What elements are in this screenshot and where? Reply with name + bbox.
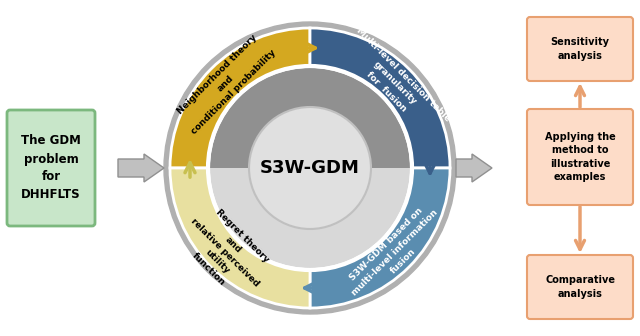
Text: Applying the
method to
illustrative
examples: Applying the method to illustrative exam… bbox=[545, 132, 616, 182]
FancyBboxPatch shape bbox=[527, 17, 633, 81]
Circle shape bbox=[164, 22, 456, 314]
Text: Sensitivity
analysis: Sensitivity analysis bbox=[550, 37, 609, 60]
FancyArrow shape bbox=[118, 154, 164, 182]
FancyBboxPatch shape bbox=[527, 109, 633, 205]
Text: Multi-level decision table
granularity
for  fusion: Multi-level decision table granularity f… bbox=[338, 26, 452, 140]
Text: S3W-GDM: S3W-GDM bbox=[260, 159, 360, 177]
Circle shape bbox=[250, 108, 370, 228]
Wedge shape bbox=[310, 168, 450, 308]
Wedge shape bbox=[260, 118, 360, 168]
Text: The GDM
problem
for
DHHFLTS: The GDM problem for DHHFLTS bbox=[21, 134, 81, 202]
Wedge shape bbox=[170, 28, 310, 168]
Text: Regret theory
and
relative perceived
utility
function: Regret theory and relative perceived uti… bbox=[173, 200, 278, 305]
Text: S3W-GDM based on
multi-level information
fusion: S3W-GDM based on multi-level information… bbox=[342, 200, 448, 306]
Text: Comparative
analysis: Comparative analysis bbox=[545, 276, 615, 299]
Wedge shape bbox=[170, 168, 310, 308]
Wedge shape bbox=[210, 68, 410, 168]
Text: Neighborhood theory
and
conditional probability: Neighborhood theory and conditional prob… bbox=[173, 31, 278, 135]
Wedge shape bbox=[210, 168, 410, 268]
FancyArrow shape bbox=[456, 154, 492, 182]
FancyBboxPatch shape bbox=[7, 110, 95, 226]
Wedge shape bbox=[260, 168, 360, 218]
Wedge shape bbox=[310, 28, 450, 168]
FancyBboxPatch shape bbox=[527, 255, 633, 319]
